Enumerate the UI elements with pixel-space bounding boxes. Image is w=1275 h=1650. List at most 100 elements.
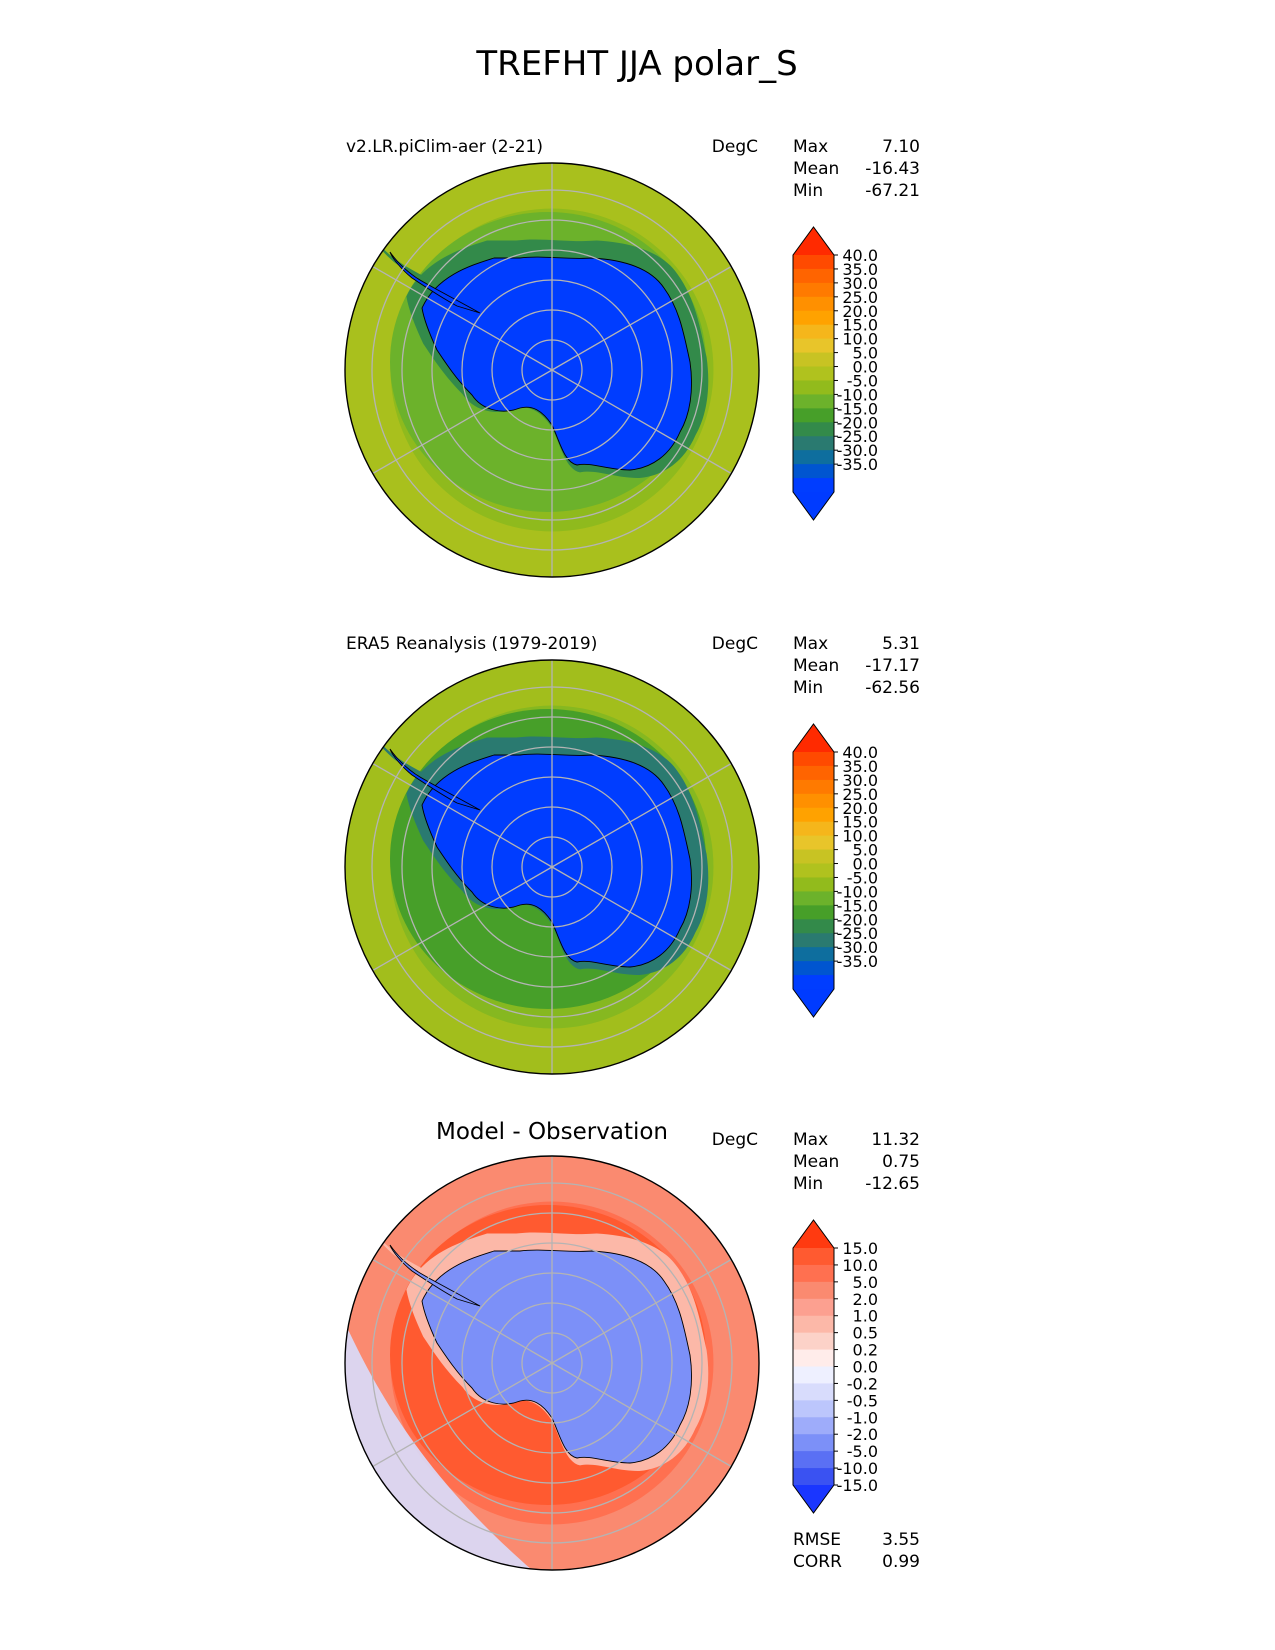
colorbar-tick-label: -1.0 [847, 1408, 878, 1427]
figure-title: TREFHT JJA polar_S [475, 44, 797, 84]
meridian-line [372, 1362, 553, 1468]
colorbar-segment [793, 1417, 834, 1435]
colorbar-tick-label: 30.0 [842, 274, 878, 293]
colorbar-tick-label: -15.0 [837, 399, 878, 418]
colorbar-segment [793, 338, 834, 354]
continent [389, 1244, 692, 1464]
meridian-line [551, 762, 732, 868]
colorbar-segment [793, 919, 834, 934]
polar-map [345, 1156, 759, 1570]
colorbar-segment [793, 1298, 834, 1317]
colorbar-tick-label: 35.0 [842, 757, 878, 776]
stat-value-max: 7.10 [882, 137, 920, 157]
colorbar-segment [793, 793, 834, 809]
stat-value-mean: 0.75 [882, 1152, 920, 1172]
colorbar-segment [793, 891, 834, 906]
stat-name-min: Min [793, 1174, 823, 1194]
colorbar-segment [793, 1366, 834, 1385]
colorbar-tick-label: 20.0 [842, 799, 878, 818]
colorbar-segment [793, 807, 834, 823]
colorbar-segment [793, 1468, 834, 1486]
colorbar-extend-bottom [793, 492, 834, 520]
colorbar-tick-label: -35.0 [837, 952, 878, 971]
colorbar-segment [793, 765, 834, 781]
peninsula-outline [389, 1244, 481, 1307]
colorbar-segment [793, 975, 834, 990]
colorbar-tick-label: -0.2 [847, 1374, 878, 1393]
stat-name-min: Min [793, 181, 823, 201]
stat-name-max: Max [793, 1130, 828, 1150]
map-border [344, 1155, 760, 1571]
colorbar-tick-label: 15.0 [842, 1239, 878, 1258]
colorbar-segment [793, 1383, 834, 1401]
colorbar-segment [793, 1248, 834, 1266]
colorbar-segment [793, 394, 834, 409]
colorbar-segment [793, 450, 834, 465]
colorbar-tick-label: -0.5 [847, 1391, 878, 1410]
colorbar-tick-label: -35.0 [837, 455, 878, 474]
colorbar-outline [792, 226, 835, 521]
colorbar-tick-label: 10.0 [842, 1256, 878, 1275]
panel-1: v2.LR.piClim-aer (2-21) DegC Max 7.10 Mean -1… [344, 137, 920, 578]
meridian-line [372, 1258, 553, 1364]
colorbar-tick-label: 35.0 [842, 260, 878, 279]
colorbar-segment [793, 268, 834, 284]
stat-value-mean: -16.43 [865, 159, 920, 179]
stat-name-mean: Mean [793, 159, 839, 179]
colorbar-extend-top [793, 227, 834, 255]
meridian-line [372, 265, 553, 371]
colorbar: 40.035.030.025.020.015.010.05.00.0-5.0-1… [792, 723, 878, 1018]
stat-value-max: 11.32 [871, 1130, 920, 1150]
colorbar-segment [793, 408, 834, 423]
colorbar: 40.035.030.025.020.015.010.05.00.0-5.0-1… [792, 226, 878, 521]
colorbar-tick-label: -2.0 [847, 1425, 878, 1444]
polar-map [345, 660, 759, 1074]
panel-title: ERA5 Reanalysis (1979-2019) [346, 634, 597, 654]
colorbar-tick-label: -30.0 [837, 938, 878, 957]
colorbar-segment [793, 324, 834, 340]
colorbar-tick-label: 10.0 [842, 330, 878, 349]
colorbar-tick-label: 5.0 [853, 344, 878, 363]
stat-name-min: Min [793, 678, 823, 698]
colorbar-segment [793, 905, 834, 920]
meridian-line [372, 369, 553, 475]
stat-value-mean: -17.17 [865, 656, 920, 676]
colorbar-segment [793, 366, 834, 382]
colorbar-tick-label: 10.0 [842, 827, 878, 846]
continent-outline [421, 1249, 692, 1464]
colorbar-segment [793, 1434, 834, 1452]
colorbar-tick-label: -20.0 [837, 910, 878, 929]
stat-name-mean: Mean [793, 1152, 839, 1172]
units-label: DegC [712, 1130, 758, 1150]
colorbar-segment [793, 282, 834, 298]
graticule [371, 1156, 733, 1570]
stat-name-corr: CORR [793, 1552, 842, 1572]
stat-value-rmse: 3.55 [882, 1530, 920, 1550]
meridian-line [551, 1258, 732, 1364]
colorbar-segment [793, 933, 834, 948]
colorbar-tick-label: -10.0 [837, 882, 878, 901]
colorbar-tick-label: -25.0 [837, 924, 878, 943]
map-border [344, 162, 760, 578]
colorbar-segment [793, 1349, 834, 1368]
colorbar-segment [793, 779, 834, 795]
colorbar-segment [793, 1264, 834, 1283]
panel-title: v2.LR.piClim-aer (2-21) [346, 137, 543, 157]
colorbar-tick-label: -5.0 [847, 868, 878, 887]
colorbar-tick-label: -15.0 [837, 1476, 878, 1495]
colorbar-segment [793, 352, 834, 368]
meridian-line [551, 1362, 732, 1468]
colorbar-segment [793, 752, 834, 767]
colorbar-tick-label: 0.0 [853, 1358, 878, 1377]
stat-name-mean: Mean [793, 656, 839, 676]
meridian-line [551, 265, 732, 371]
continent [389, 251, 692, 471]
colorbar-segment [793, 947, 834, 962]
colorbar-extend-bottom [793, 989, 834, 1017]
colorbar-segment [793, 464, 834, 479]
stat-name-max: Max [793, 137, 828, 157]
colorbar-tick-label: 40.0 [842, 743, 878, 762]
panels: v2.LR.piClim-aer (2-21) DegC Max 7.10 Mean -1… [344, 137, 920, 1572]
stat-value-corr: 0.99 [882, 1552, 920, 1572]
colorbar-segment [793, 961, 834, 976]
